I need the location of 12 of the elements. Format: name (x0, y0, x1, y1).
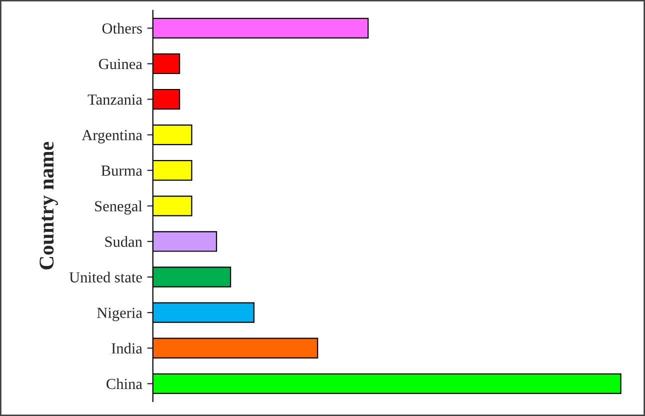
y-tick-label: Sudan (105, 236, 142, 247)
y-tick-label: Burma (101, 166, 142, 176)
y-tick-label: United state (69, 272, 142, 282)
y-tick-label: India (112, 342, 142, 354)
y-tick-label: Tanzania (88, 94, 142, 105)
y-tick-label: Others (102, 22, 142, 34)
y-tick-label: China (106, 378, 142, 390)
y-tick-label: Nigeria (97, 308, 142, 322)
y-tick-label: Guinea (98, 58, 142, 70)
y-tick-label: Argentina (82, 130, 142, 144)
y-axis-title: Country name (40, 142, 58, 270)
y-tick-label: Senegal (95, 200, 142, 215)
